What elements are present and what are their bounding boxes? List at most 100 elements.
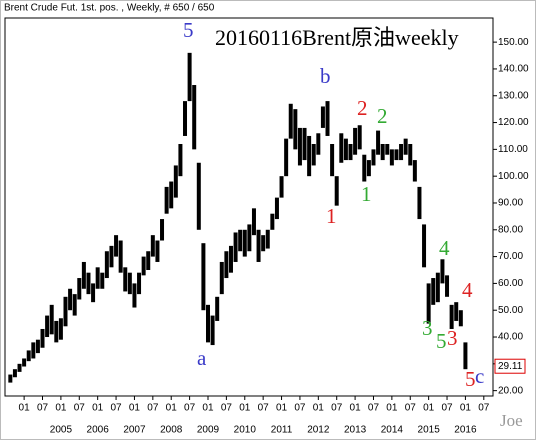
price-bar xyxy=(435,272,440,303)
price-bar xyxy=(380,144,385,161)
y-tick-label: 130.00 xyxy=(498,90,529,101)
price-bar xyxy=(72,294,77,316)
price-bar xyxy=(109,245,114,268)
price-bar xyxy=(426,283,431,324)
price-bar xyxy=(293,109,298,150)
price-bar xyxy=(371,149,376,166)
price-bar xyxy=(205,304,210,343)
wave-label: 2 xyxy=(357,96,368,120)
price-bar xyxy=(150,235,155,257)
price-bar xyxy=(265,229,270,249)
price-bar xyxy=(54,320,59,343)
price-bar xyxy=(164,186,169,214)
price-bar xyxy=(215,296,220,321)
x-tick-label: 07 xyxy=(74,403,86,414)
year-label: 2005 xyxy=(50,425,73,436)
price-bar xyxy=(302,127,307,161)
price-bar xyxy=(141,256,146,276)
x-tick-label: 01 xyxy=(92,403,104,414)
price-bar xyxy=(458,310,463,327)
price-bar xyxy=(353,127,358,155)
price-bar xyxy=(334,176,339,206)
year-label: 2013 xyxy=(344,425,367,436)
price-bar xyxy=(422,224,427,268)
price-bar xyxy=(40,328,45,348)
price-bar xyxy=(256,229,261,262)
x-tick-label: 07 xyxy=(294,403,306,414)
price-bar xyxy=(183,101,188,136)
year-label: 2010 xyxy=(234,425,257,436)
price-bar xyxy=(385,144,390,155)
price-bar xyxy=(440,259,445,284)
price-bar xyxy=(8,374,13,383)
wave-label: a xyxy=(197,346,207,370)
price-bar xyxy=(49,304,54,335)
x-tick-label: 01 xyxy=(386,403,398,414)
x-tick-label: 07 xyxy=(441,403,453,414)
x-tick-label: 01 xyxy=(423,403,435,414)
price-bar xyxy=(339,133,344,163)
price-bar xyxy=(251,208,256,236)
y-tick-label: 80.00 xyxy=(498,224,523,235)
wave-label: 5 xyxy=(183,18,194,42)
price-bar xyxy=(288,103,293,139)
price-bar xyxy=(449,304,454,329)
price-bar xyxy=(274,197,279,220)
x-tick-label: 07 xyxy=(184,403,196,414)
wave-label: 3 xyxy=(422,316,433,340)
year-label: 2014 xyxy=(381,425,404,436)
x-tick-label: 01 xyxy=(129,403,141,414)
y-tick-label: 90.00 xyxy=(498,198,523,209)
price-bar xyxy=(187,52,192,102)
price-bar xyxy=(95,267,100,289)
price-bar xyxy=(366,160,371,177)
year-label: 2009 xyxy=(197,425,220,436)
year-label: 2008 xyxy=(160,425,183,436)
wave-label: 4 xyxy=(439,236,450,260)
y-tick-label: 110.00 xyxy=(498,144,528,155)
price-bar xyxy=(35,339,40,354)
wave-label: 3 xyxy=(447,326,458,350)
price-bar xyxy=(445,275,450,297)
price-bar xyxy=(247,224,252,252)
price-bar xyxy=(242,229,247,257)
y-tick-label: 70.00 xyxy=(498,251,523,262)
price-bar xyxy=(270,213,275,230)
price-bar xyxy=(224,251,229,279)
wave-label: c xyxy=(475,364,484,388)
x-tick-label: 07 xyxy=(110,403,122,414)
x-tick-label: 07 xyxy=(221,403,233,414)
wave-label: 4 xyxy=(462,278,473,302)
wave-label: 5 xyxy=(465,367,476,391)
price-bar xyxy=(146,251,151,270)
x-tick-label: 07 xyxy=(478,403,490,414)
year-label: 2011 xyxy=(271,425,293,436)
last-price-box xyxy=(494,358,526,374)
price-bar xyxy=(169,181,174,209)
x-tick-label: 01 xyxy=(313,403,325,414)
x-tick-label: 01 xyxy=(350,403,362,414)
price-bar xyxy=(178,144,183,177)
wave-label: 2 xyxy=(377,104,388,128)
price-bar xyxy=(132,283,137,308)
price-bar xyxy=(297,127,302,166)
price-bar xyxy=(431,278,436,305)
wave-label: 5 xyxy=(436,329,447,353)
price-bar xyxy=(399,144,404,161)
price-bar xyxy=(463,342,468,370)
price-bar xyxy=(137,272,142,295)
y-tick-label: 40.00 xyxy=(498,332,523,343)
price-bar xyxy=(160,219,165,241)
price-bar xyxy=(77,278,82,300)
price-bar xyxy=(233,232,238,262)
price-bar xyxy=(279,176,284,198)
price-bar xyxy=(104,251,109,279)
price-bar xyxy=(403,138,408,155)
watermark: Joe xyxy=(500,411,523,430)
price-bar xyxy=(192,85,197,150)
x-tick-label: 07 xyxy=(368,403,380,414)
price-bar xyxy=(127,272,132,295)
price-bar xyxy=(357,125,362,150)
